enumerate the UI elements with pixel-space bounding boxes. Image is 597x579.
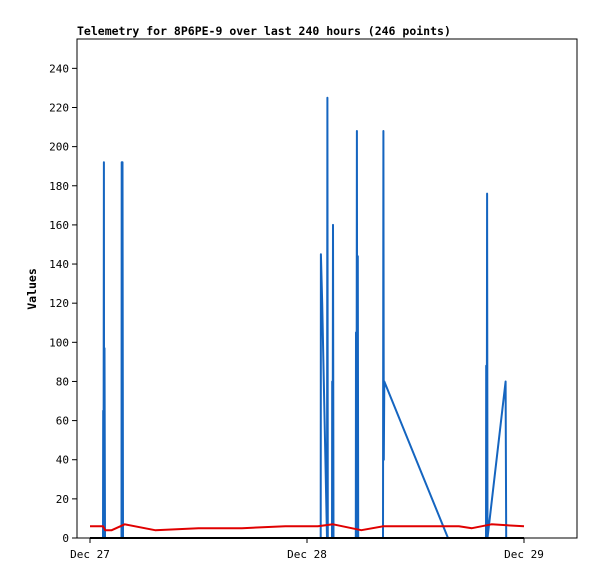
x-tick-label: Dec 27	[70, 548, 110, 561]
y-tick-label: 240	[49, 62, 69, 75]
y-tick-label: 100	[49, 336, 69, 349]
y-axis-label: Values	[25, 268, 39, 310]
y-axis: 0 20 40 60 80 100 120 140 160 180 200 220 240	[49, 62, 77, 545]
y-tick-label: 140	[49, 258, 69, 271]
y-tick-label: 0	[62, 532, 69, 545]
x-tick-label: Dec 28	[287, 548, 327, 561]
x-tick-label: Dec 29	[504, 548, 544, 561]
y-tick-label: 180	[49, 180, 69, 193]
y-tick-label: 80	[56, 375, 69, 388]
y-tick-label: 200	[49, 141, 69, 154]
y-tick-label: 60	[56, 415, 69, 428]
y-tick-label: 220	[49, 101, 69, 114]
y-tick-label: 120	[49, 297, 69, 310]
chart-title: Telemetry for 8P6PE-9 over last 240 hour…	[77, 24, 451, 38]
y-tick-label: 40	[56, 454, 69, 467]
y-tick-label: 160	[49, 219, 69, 232]
y-tick-label: 20	[56, 493, 69, 506]
x-axis: Dec 27 Dec 28 Dec 29	[70, 538, 544, 561]
series-line-2	[90, 523, 525, 532]
